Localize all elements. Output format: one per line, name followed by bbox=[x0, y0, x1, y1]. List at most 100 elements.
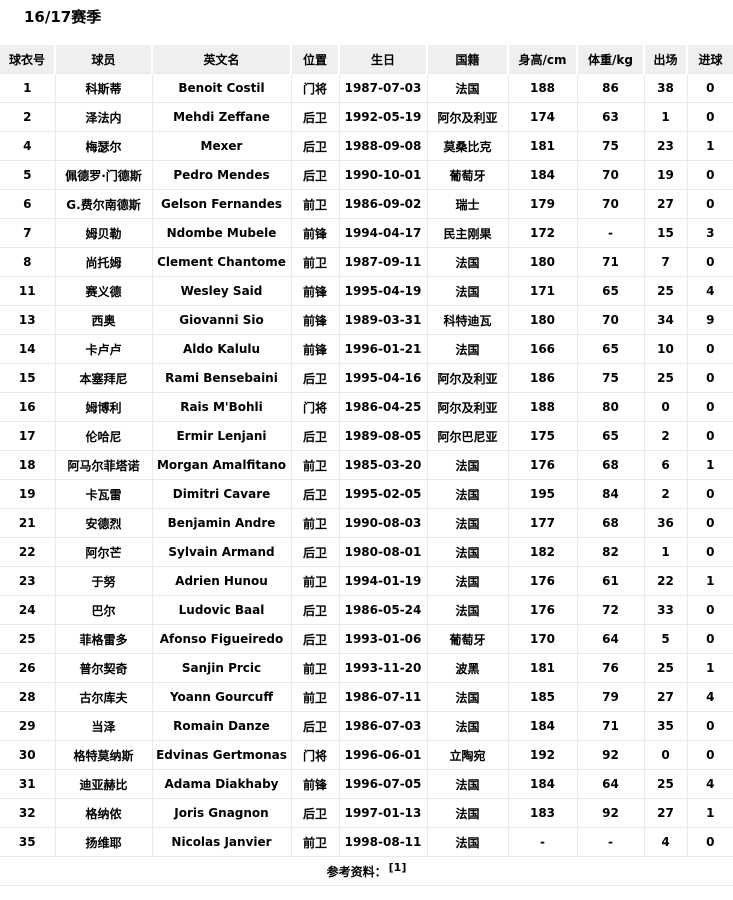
table-cell: 前卫 bbox=[291, 450, 340, 480]
table-cell: 阿尔及利亚 bbox=[427, 363, 509, 393]
table-cell: 0 bbox=[687, 247, 733, 277]
table-cell: 70 bbox=[577, 305, 645, 335]
table-cell: 后卫 bbox=[291, 798, 340, 828]
table-cell: Benoit Costil bbox=[152, 73, 292, 103]
table-cell: 86 bbox=[577, 73, 645, 103]
table-cell: 1 bbox=[687, 450, 733, 480]
table-cell: 188 bbox=[508, 73, 578, 103]
table-cell: 2 bbox=[644, 421, 688, 451]
table-cell: 葡萄牙 bbox=[427, 160, 509, 190]
reference-link[interactable]: [1] bbox=[388, 861, 407, 874]
table-cell: 1 bbox=[687, 131, 733, 161]
table-cell: Ermir Lenjani bbox=[152, 421, 292, 451]
table-cell: Rami Bensebaini bbox=[152, 363, 292, 393]
column-header: 生日 bbox=[339, 45, 428, 74]
table-cell: 赛义德 bbox=[55, 276, 153, 306]
table-cell: 192 bbox=[508, 740, 578, 770]
table-cell: - bbox=[577, 827, 645, 857]
table-cell: 84 bbox=[577, 479, 645, 509]
table-cell: 后卫 bbox=[291, 711, 340, 741]
table-cell: G.费尔南德斯 bbox=[55, 189, 153, 219]
table-cell: 28 bbox=[0, 682, 56, 712]
table-cell: 188 bbox=[508, 392, 578, 422]
table-cell: Mehdi Zeffane bbox=[152, 102, 292, 132]
table-cell: 1994-04-17 bbox=[339, 218, 428, 248]
table-cell: 1996-07-05 bbox=[339, 769, 428, 799]
table-cell: 0 bbox=[644, 392, 688, 422]
table-cell: 1 bbox=[687, 798, 733, 828]
table-cell: 1986-07-11 bbox=[339, 682, 428, 712]
table-cell: 19 bbox=[644, 160, 688, 190]
table-cell: 4 bbox=[687, 682, 733, 712]
table-cell: 22 bbox=[0, 537, 56, 567]
table-cell: 后卫 bbox=[291, 479, 340, 509]
table-cell: 扬维耶 bbox=[55, 827, 153, 857]
table-cell: 92 bbox=[577, 740, 645, 770]
table-cell: Joris Gnagnon bbox=[152, 798, 292, 828]
table-cell: 71 bbox=[577, 711, 645, 741]
table-cell: 82 bbox=[577, 537, 645, 567]
table-cell: 后卫 bbox=[291, 160, 340, 190]
table-cell: Aldo Kalulu bbox=[152, 334, 292, 364]
table-cell: 25 bbox=[0, 624, 56, 654]
table-cell: 后卫 bbox=[291, 421, 340, 451]
table-cell: 184 bbox=[508, 711, 578, 741]
table-row: 30 格特莫纳斯 Edvinas Gertmonas 门将 1996-06-01 立陶宛 1… bbox=[0, 740, 733, 770]
table-cell: 0 bbox=[687, 479, 733, 509]
table-cell: 1992-05-19 bbox=[339, 102, 428, 132]
table-cell: 25 bbox=[644, 363, 688, 393]
table-cell: Nicolas Janvier bbox=[152, 827, 292, 857]
season-title: 16/17赛季 bbox=[24, 8, 102, 26]
table-cell: 法国 bbox=[427, 769, 509, 799]
table-cell: 0 bbox=[687, 421, 733, 451]
table-cell: Gelson Fernandes bbox=[152, 189, 292, 219]
table-cell: 阿尔及利亚 bbox=[427, 102, 509, 132]
table-cell: 4 bbox=[0, 131, 56, 161]
table-cell: 1 bbox=[644, 537, 688, 567]
table-cell: Afonso Figueiredo bbox=[152, 624, 292, 654]
roster-table: 球衣号 球员 英文名 位置 生日 国籍 身高/cm 体重/kg 出场 进球 1 科斯蒂 Benoit … bbox=[0, 45, 733, 886]
table-cell: 1986-05-24 bbox=[339, 595, 428, 625]
table-cell: 80 bbox=[577, 392, 645, 422]
column-header: 球员 bbox=[55, 45, 153, 74]
table-row: 14 卡卢卢 Aldo Kalulu 前锋 1996-01-21 法国 166 65 10 0 bbox=[0, 334, 733, 364]
table-cell: 75 bbox=[577, 363, 645, 393]
table-cell: 迪亚赫比 bbox=[55, 769, 153, 799]
table-cell: 185 bbox=[508, 682, 578, 712]
table-row: 22 阿尔芒 Sylvain Armand 后卫 1980-08-01 法国 182 82 1 0 bbox=[0, 537, 733, 567]
column-header: 球衣号 bbox=[0, 45, 56, 74]
table-cell: Ndombe Mubele bbox=[152, 218, 292, 248]
table-cell: 1990-08-03 bbox=[339, 508, 428, 538]
table-cell: 古尔库夫 bbox=[55, 682, 153, 712]
table-cell: 菲格雷多 bbox=[55, 624, 153, 654]
table-row: 21 安德烈 Benjamin Andre 前卫 1990-08-03 法国 177 68 36… bbox=[0, 508, 733, 538]
table-cell: 巴尔 bbox=[55, 595, 153, 625]
table-cell: 1995-04-19 bbox=[339, 276, 428, 306]
table-cell: Wesley Said bbox=[152, 276, 292, 306]
table-cell: 0 bbox=[687, 392, 733, 422]
table-cell: 179 bbox=[508, 189, 578, 219]
table-cell: 法国 bbox=[427, 450, 509, 480]
table-cell: 葡萄牙 bbox=[427, 624, 509, 654]
table-cell: 0 bbox=[687, 73, 733, 103]
table-cell: 姆贝勒 bbox=[55, 218, 153, 248]
table-row: 29 当泽 Romain Danze 后卫 1986-07-03 法国 184 71 35 0 bbox=[0, 711, 733, 741]
table-cell: 70 bbox=[577, 160, 645, 190]
column-header: 位置 bbox=[291, 45, 340, 74]
table-cell: 6 bbox=[0, 189, 56, 219]
table-cell: 1 bbox=[687, 653, 733, 683]
table-cell: 泽法内 bbox=[55, 102, 153, 132]
table-cell: 6 bbox=[644, 450, 688, 480]
column-header: 出场 bbox=[644, 45, 688, 74]
table-cell: 0 bbox=[687, 334, 733, 364]
table-cell: 181 bbox=[508, 131, 578, 161]
table-cell: 75 bbox=[577, 131, 645, 161]
table-cell: 阿尔芒 bbox=[55, 537, 153, 567]
table-cell: 181 bbox=[508, 653, 578, 683]
table-cell: 10 bbox=[644, 334, 688, 364]
table-cell: 16 bbox=[0, 392, 56, 422]
table-cell: 前卫 bbox=[291, 247, 340, 277]
table-cell: 5 bbox=[0, 160, 56, 190]
table-cell: 1993-11-20 bbox=[339, 653, 428, 683]
table-cell: Edvinas Gertmonas bbox=[152, 740, 292, 770]
